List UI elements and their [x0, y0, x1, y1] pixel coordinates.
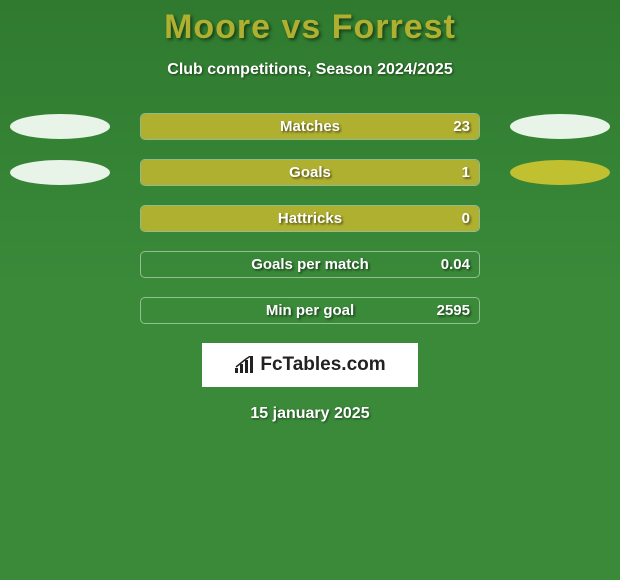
logo-text: FcTables.com	[260, 354, 385, 376]
stat-row: Min per goal2595	[0, 297, 620, 324]
logo: FcTables.com	[234, 354, 385, 376]
bar-track	[140, 159, 480, 186]
bar-track	[140, 113, 480, 140]
left-ellipse	[10, 160, 110, 185]
bar-track	[140, 251, 480, 278]
bar-track	[140, 297, 480, 324]
right-ellipse	[510, 114, 610, 139]
subtitle: Club competitions, Season 2024/2025	[0, 61, 620, 79]
stat-row: Matches23	[0, 113, 620, 140]
bar-fill	[141, 206, 479, 231]
right-ellipse	[510, 160, 610, 185]
bar-fill	[141, 160, 479, 185]
page-title: Moore vs Forrest	[0, 0, 620, 47]
bar-fill	[141, 114, 479, 139]
left-ellipse	[10, 114, 110, 139]
logo-box: FcTables.com	[202, 343, 418, 387]
date: 15 january 2025	[0, 405, 620, 423]
stat-row: Hattricks0	[0, 205, 620, 232]
stat-row: Goals1	[0, 159, 620, 186]
stat-row: Goals per match0.04	[0, 251, 620, 278]
chart-bars-icon	[234, 356, 256, 374]
stats-rows: Matches23 Goals1 Hattricks0 Goals per match…	[0, 113, 620, 324]
bar-track	[140, 205, 480, 232]
